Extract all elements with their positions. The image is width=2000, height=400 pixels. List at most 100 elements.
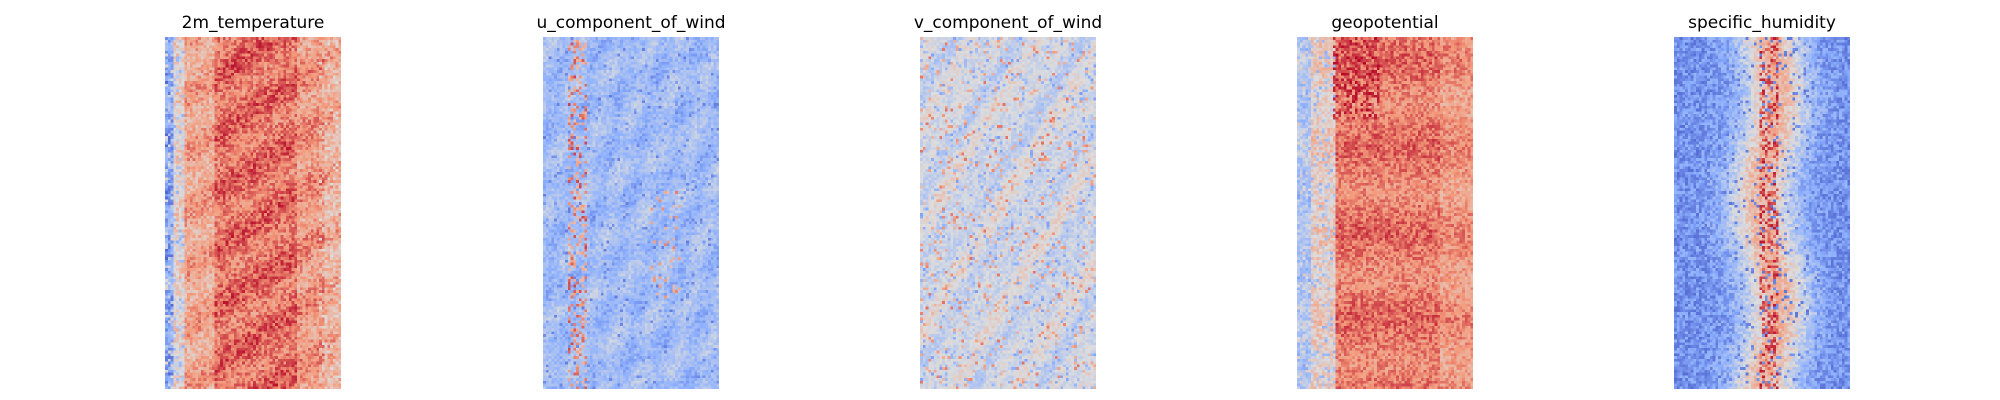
heatmap-cell	[258, 138, 262, 142]
heatmap-cell	[319, 111, 322, 115]
heatmap-cell	[184, 163, 188, 167]
heatmap-cell	[277, 92, 281, 95]
heatmap-cell	[244, 210, 248, 214]
heatmap-cell	[294, 166, 298, 170]
heatmap-cell	[214, 45, 218, 49]
heatmap-cell	[167, 130, 171, 134]
heatmap-cell	[332, 39, 336, 43]
heatmap-cell	[228, 246, 232, 249]
heatmap-cell	[264, 149, 267, 153]
heatmap-cell	[286, 155, 289, 159]
heatmap-cell	[250, 246, 254, 249]
heatmap-cell	[338, 89, 341, 93]
heatmap-cell	[250, 171, 254, 175]
heatmap-cell	[305, 114, 309, 117]
heatmap-cell	[297, 130, 300, 134]
heatmap-cell	[173, 83, 177, 87]
heatmap-cell	[244, 147, 248, 150]
heatmap-cell	[327, 213, 331, 216]
heatmap-cell	[206, 207, 210, 211]
heatmap-cell	[272, 152, 276, 156]
heatmap-cell	[283, 37, 287, 40]
heatmap-cell	[203, 56, 207, 60]
heatmap-cell	[305, 207, 309, 211]
heatmap-cell	[302, 243, 306, 247]
heatmap-cell	[286, 166, 289, 170]
heatmap-cell	[198, 108, 201, 112]
heatmap-cell	[233, 64, 237, 68]
heatmap-cell	[280, 92, 284, 95]
heatmap-cell	[236, 177, 240, 181]
heatmap-cell	[170, 94, 174, 98]
heatmap-cell	[170, 251, 174, 255]
heatmap-cell	[308, 188, 311, 192]
heatmap-cell	[242, 119, 245, 123]
heatmap-cell	[184, 158, 188, 161]
heatmap-cell	[176, 105, 179, 109]
heatmap-cell	[275, 122, 278, 126]
heatmap-cell	[272, 229, 276, 233]
heatmap-cell	[250, 193, 254, 197]
heatmap-cell	[173, 59, 177, 62]
heatmap-cell	[294, 136, 298, 139]
heatmap-cell	[173, 78, 177, 82]
heatmap-cell	[170, 78, 174, 82]
heatmap-cell	[291, 92, 295, 95]
heatmap-cell	[305, 61, 309, 65]
heatmap-cell	[272, 237, 276, 241]
heatmap-cell	[297, 248, 300, 252]
heatmap-cell	[335, 119, 339, 123]
heatmap-cell	[332, 177, 336, 181]
heatmap-cell	[299, 224, 303, 227]
heatmap-cell	[283, 171, 287, 175]
heatmap-cell	[239, 218, 243, 222]
heatmap-cell	[294, 215, 298, 219]
heatmap-cell	[319, 42, 322, 46]
heatmap-cell	[192, 232, 196, 236]
heatmap-cell	[189, 56, 193, 60]
heatmap-cell	[214, 180, 218, 183]
heatmap-cell	[250, 48, 254, 51]
heatmap-cell	[258, 42, 262, 46]
heatmap-cell	[327, 130, 331, 134]
heatmap-cell	[217, 166, 221, 170]
heatmap-cell	[283, 39, 287, 43]
heatmap-cell	[236, 226, 240, 230]
heatmap-cell	[222, 86, 226, 90]
heatmap-cell	[310, 232, 314, 236]
heatmap-cell	[165, 138, 168, 142]
heatmap-cell	[266, 166, 270, 170]
heatmap-cell	[275, 48, 278, 51]
heatmap-cell	[299, 174, 303, 178]
heatmap-cell	[198, 188, 201, 192]
heatmap-cell	[258, 50, 262, 54]
heatmap-cell	[283, 155, 287, 159]
heatmap-cell	[176, 246, 179, 249]
heatmap-cell	[335, 163, 339, 167]
heatmap-cell	[170, 232, 174, 236]
heatmap-cell	[324, 97, 328, 101]
heatmap-cell	[305, 177, 309, 181]
heatmap-cell	[228, 215, 232, 219]
heatmap-cell	[275, 133, 278, 137]
heatmap-cell	[253, 155, 256, 159]
heatmap-cell	[242, 224, 245, 227]
heatmap-cell	[272, 108, 276, 112]
heatmap-cell	[214, 235, 218, 238]
heatmap-cell	[286, 160, 289, 164]
heatmap-cell	[335, 144, 339, 148]
heatmap-cell	[236, 81, 240, 84]
heatmap-cell	[198, 59, 201, 62]
heatmap-cell	[239, 133, 243, 137]
heatmap-cell	[250, 141, 254, 145]
heatmap-cell	[316, 59, 320, 62]
heatmap-cell	[286, 229, 289, 233]
heatmap-cell	[211, 199, 215, 203]
heatmap-cell	[275, 125, 278, 128]
heatmap-cell	[266, 174, 270, 178]
heatmap-cell	[214, 59, 218, 62]
heatmap-cell	[217, 136, 221, 139]
heatmap-cell	[220, 166, 223, 170]
heatmap-cell	[266, 155, 270, 159]
heatmap-cell	[189, 204, 193, 208]
